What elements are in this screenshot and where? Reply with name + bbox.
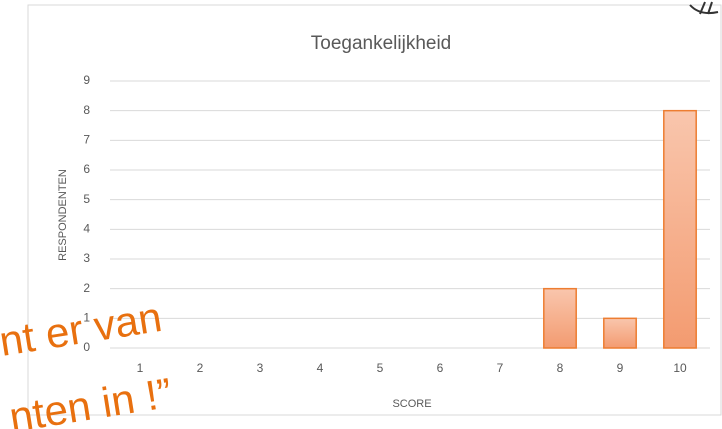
chart-title: Toegankelijkheid: [311, 33, 452, 54]
y-tick-label: 9: [83, 73, 90, 87]
x-tick-label: 9: [617, 361, 624, 375]
y-tick-label: 6: [83, 162, 90, 176]
x-tick-label: 1: [137, 361, 144, 375]
y-tick-label: 0: [83, 340, 90, 354]
x-axis-label: SCORE: [392, 398, 431, 410]
bar: [663, 109, 697, 349]
plot: 0 1 2 3 4 5 6 7 8 9 1 2 3 4 5 6 7 8 9 10: [83, 73, 710, 375]
y-axis-label: RESPONDENTEN: [57, 169, 69, 261]
logo-fragment: [689, 1, 719, 15]
y-tick-label: 3: [83, 251, 90, 265]
y-tick-label: 2: [83, 281, 90, 295]
x-tick-label: 6: [437, 361, 444, 375]
y-tick-label: 4: [83, 222, 90, 236]
x-tick-label: 5: [377, 361, 384, 375]
x-tick-label: 8: [557, 361, 564, 375]
y-tick-label: 5: [83, 192, 90, 206]
x-tick-label: 2: [197, 361, 204, 375]
y-tick-label: 8: [83, 103, 90, 117]
x-tick-label: 3: [257, 361, 264, 375]
y-tick-label: 7: [83, 133, 90, 147]
chart-area: [27, 4, 722, 416]
x-tick-label: 7: [497, 361, 504, 375]
y-tick-label: 1: [83, 311, 90, 325]
x-tick-label: 10: [673, 361, 687, 375]
x-tick-label: 4: [317, 361, 324, 375]
bar: [603, 317, 637, 349]
bar: [543, 287, 577, 349]
